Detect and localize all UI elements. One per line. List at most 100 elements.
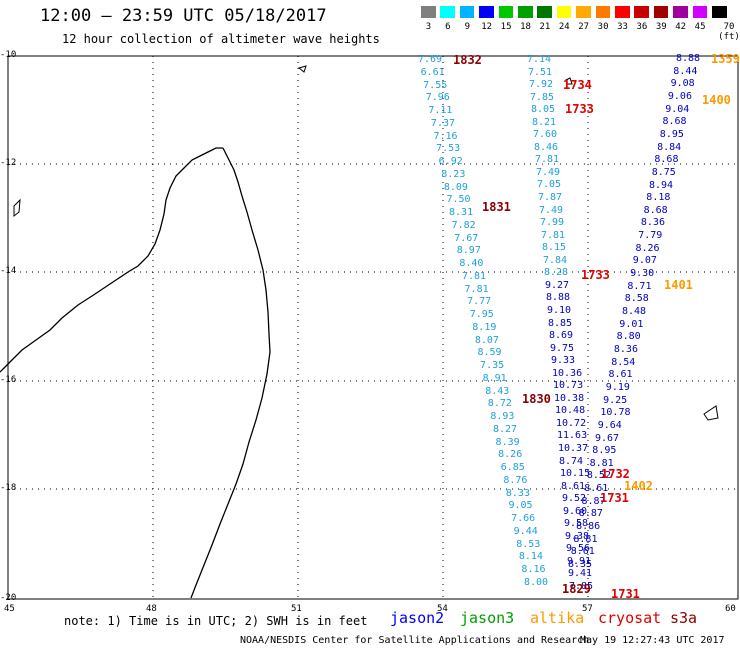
scale-swatch <box>595 6 611 18</box>
wave-height-value: 9.41 <box>568 568 593 580</box>
wave-height-value: 7.37 <box>430 117 456 129</box>
islet-reunion <box>703 405 719 421</box>
wave-height-value: 7.82 <box>451 219 476 231</box>
wave-height-value: 9.44 <box>513 525 538 537</box>
wave-height-value: 8.91 <box>482 372 507 384</box>
scale-label: 39 <box>655 22 667 32</box>
wave-height-value: 9.04 <box>665 103 690 115</box>
wave-height-value: 7.49 <box>539 204 564 216</box>
wave-height-value: 10.48 <box>555 405 586 417</box>
wave-height-value: 8.61 <box>570 546 595 558</box>
wave-height-value: 11.63 <box>557 430 588 442</box>
wave-height-value: 8.48 <box>622 306 647 317</box>
scale-swatch <box>634 6 650 18</box>
wave-height-value: 8.16 <box>521 564 546 576</box>
wave-height-value: 10.36 <box>552 367 583 379</box>
wave-height-value: 9.30 <box>630 268 655 280</box>
wave-height-value: 7.84 <box>543 254 568 266</box>
wave-height-value: 8.94 <box>649 179 674 191</box>
wave-height-value: 8.95 <box>659 128 684 140</box>
pass-time-label: 1829 <box>562 582 591 596</box>
wave-height-value: 8.97 <box>456 245 481 257</box>
legend-altika: altika <box>530 609 585 627</box>
footer-note: note: 1) Time is in UTC; 2) SWH is in fe… <box>64 614 368 628</box>
wave-height-value: 8.53 <box>516 538 541 550</box>
wave-height-value: 6.85 <box>500 462 525 474</box>
scale-label: 27 <box>578 22 590 32</box>
wave-height-value: 9.38 <box>565 530 590 542</box>
legend-jason2: jason2 <box>390 609 445 627</box>
wave-height-value: 8.26 <box>498 449 523 461</box>
wave-height-value: 8.39 <box>495 436 520 448</box>
scale-swatch <box>518 6 533 18</box>
wave-height-value: 7.92 <box>529 79 554 91</box>
wave-height-value: 7.85 <box>569 581 594 592</box>
wave-height-value: 8.19 <box>472 321 497 333</box>
wave-height-value: 7.49 <box>536 166 561 178</box>
wave-height-value: 7.51 <box>528 66 553 78</box>
pass-time-label: 1731 <box>600 491 629 505</box>
wave-height-value: 7.50 <box>446 194 471 206</box>
wave-height-value: 10.15 <box>560 468 591 480</box>
wave-height-value: 8.54 <box>611 356 636 368</box>
wave-height-value: 7.60 <box>533 129 558 141</box>
pass-time-label: 1733 <box>565 102 594 116</box>
legend-cryosat: cryosat <box>598 609 662 627</box>
wave-height-value: 8.35 <box>568 559 593 570</box>
wave-height-value: 8.85 <box>548 317 573 329</box>
wave-height-value: 8.28 <box>544 267 569 279</box>
wave-height-value: 8.75 <box>651 166 676 178</box>
wave-height-value: 7.35 <box>480 360 505 372</box>
wave-height-value: 7.69 <box>418 54 443 65</box>
legend-s3a: s3a <box>670 609 698 627</box>
pass-time-label: 1359 <box>711 52 740 66</box>
wave-height-value: 7.16 <box>433 130 458 142</box>
wave-height-value: 8.09 <box>443 181 468 193</box>
pass-time-label: 1734 <box>563 78 592 92</box>
longitude-label: 45 <box>4 604 15 614</box>
wave-height-value: 8.93 <box>490 411 515 423</box>
wave-height-value: 8.88 <box>546 292 571 304</box>
scale-swatch <box>692 6 708 18</box>
wave-height-value: 7.81 <box>541 229 566 241</box>
wave-height-value: 6.61 <box>420 66 445 78</box>
latitude-label: -14 <box>0 266 17 276</box>
scale-swatch <box>498 6 514 18</box>
scale-swatch <box>440 6 456 18</box>
islet-comoro <box>297 65 307 73</box>
scale-label: 3 <box>425 22 432 32</box>
wave-height-value: 6.92 <box>438 156 463 168</box>
wave-height-value: 7.95 <box>469 309 494 321</box>
wave-height-value: 9.56 <box>566 543 591 555</box>
scale-swatch <box>576 6 591 18</box>
wave-height-value: 8.46 <box>534 141 559 153</box>
wave-height-value: 9.58 <box>564 518 589 530</box>
longitude-label: 57 <box>582 604 593 614</box>
wave-height-value: 8.80 <box>616 331 641 343</box>
wave-height-value: 8.95 <box>592 445 617 457</box>
wave-height-value: 8.68 <box>654 154 679 166</box>
credit-text: NOAA/NESDIS Center for Satellite Applica… <box>240 635 590 646</box>
pass-time-label: 1733 <box>581 268 610 282</box>
map-frame <box>7 55 739 600</box>
wave-height-value: 8.68 <box>643 204 668 216</box>
wave-height-value: 8.58 <box>624 293 649 305</box>
scale-label: 33 <box>617 22 628 32</box>
scale-swatch <box>653 6 669 18</box>
wave-height-value: 8.00 <box>524 577 549 588</box>
wave-height-value: 9.01 <box>619 318 644 330</box>
wave-height-value: 8.33 <box>505 487 530 499</box>
map-title: 12:00 – 23:59 UTC 05/18/2017 <box>40 6 327 26</box>
scale-swatch <box>673 6 688 18</box>
wave-height-value: 7.14 <box>527 54 552 65</box>
latitude-label: -16 <box>0 375 17 385</box>
wave-height-value: 7.66 <box>511 513 536 525</box>
wave-height-value: 8.81 <box>589 457 614 469</box>
wave-height-value: 7.77 <box>467 296 492 308</box>
generated-timestamp: May 19 12:27:43 UTC 2017 <box>580 635 725 646</box>
wave-height-value: 9.27 <box>545 279 570 291</box>
pass-time-label: 1401 <box>664 278 693 292</box>
scale-swatch <box>459 6 475 18</box>
scale-label: 21 <box>539 22 551 32</box>
longitude-label: 54 <box>437 604 448 614</box>
